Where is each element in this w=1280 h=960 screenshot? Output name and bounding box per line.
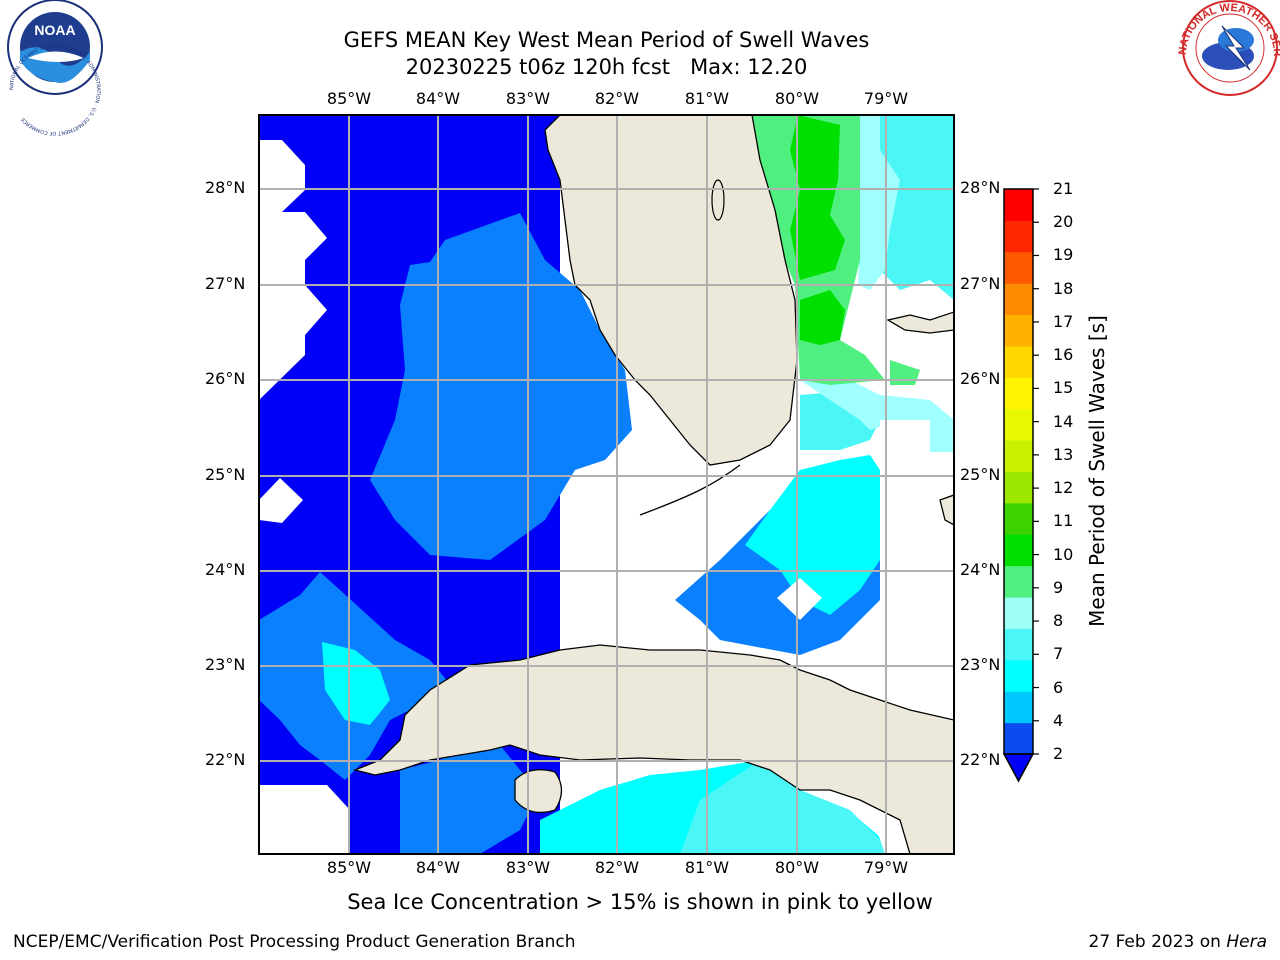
colorbar-segment	[1004, 408, 1033, 441]
footer-note: Sea Ice Concentration > 15% is shown in …	[347, 890, 933, 914]
cuba-land	[352, 644, 954, 854]
colorbar-segment	[1004, 314, 1033, 347]
lon-label-top: 79°W	[863, 89, 909, 108]
footer-credit: NCEP/EMC/Verification Post Processing Pr…	[13, 932, 576, 952]
map-frame	[258, 114, 955, 855]
colorbar-extend-arrow	[1002, 753, 1035, 783]
grid-lines	[259, 115, 954, 854]
colorbar-tick-label: 9	[1053, 577, 1064, 597]
lon-label-bottom: 81°W	[684, 858, 730, 877]
lat-label-left: 22°N	[205, 750, 246, 769]
lat-label-left: 24°N	[205, 560, 246, 579]
colorbar-tick-label: 2	[1053, 744, 1064, 763]
bahamas-land	[886, 311, 954, 334]
colorbar-tick-label: 19	[1053, 245, 1074, 265]
colorbar-segment	[1004, 628, 1033, 661]
lat-label-right: 23°N	[960, 655, 1001, 674]
no-data-patches	[259, 140, 350, 854]
lat-label-right: 22°N	[960, 750, 1001, 769]
colorbar-segment	[1004, 534, 1033, 567]
lon-label-top: 82°W	[594, 89, 640, 108]
max-value: Max: 12.20	[690, 55, 808, 79]
lat-label-left: 25°N	[205, 465, 246, 484]
colorbar-tick-label: 12	[1053, 478, 1074, 498]
noaa-logo-text: NOAA	[34, 22, 75, 38]
nws-logo: NATIONAL WEATHER SERVICE	[0, 0, 1280, 96]
lon-label-top: 85°W	[326, 89, 372, 108]
colorbar-segment	[1004, 220, 1033, 253]
colorbar-tick-label: 16	[1053, 345, 1074, 365]
map-subtitle: 20230225 t06z 120h fcst Max: 12.20	[0, 54, 1213, 80]
no-data-keys	[600, 460, 662, 550]
lat-label-left: 26°N	[205, 369, 246, 388]
colorbar-tick-label: 20	[1053, 212, 1074, 232]
lat-label-left: 27°N	[205, 274, 246, 293]
map-title: GEFS MEAN Key West Mean Period of Swell …	[343, 28, 870, 52]
colorbar-segment	[1004, 597, 1033, 629]
colorbar-segment	[1004, 471, 1033, 504]
lon-label-bottom: 82°W	[594, 858, 640, 877]
footer-date-text: 27 Feb 2023 on	[1088, 932, 1221, 952]
swell-band-11-12	[790, 115, 845, 345]
colorbar	[1002, 188, 1039, 783]
colorbar-frame	[1003, 188, 1034, 755]
lat-label-right: 25°N	[960, 465, 1001, 484]
lon-label-top: 81°W	[684, 89, 730, 108]
lon-label-bottom: 83°W	[505, 858, 551, 877]
lon-label-top: 80°W	[774, 89, 820, 108]
isle-of-youth	[514, 769, 563, 814]
lat-label-right: 27°N	[960, 274, 1001, 293]
colorbar-segment	[1004, 691, 1033, 724]
lon-label-bottom: 85°W	[326, 858, 372, 877]
lat-label-right: 24°N	[960, 560, 1001, 579]
footer-date: 27 Feb 2023 on Hera	[1089, 932, 1267, 952]
colorbar-segment	[1004, 440, 1033, 472]
svg-text:NATIONAL WEATHER SERVICE: NATIONAL WEATHER SERVICE	[0, 0, 1280, 57]
lat-label-right: 28°N	[960, 178, 1001, 197]
colorbar-label: Mean Period of Swell Waves [s]	[1085, 315, 1109, 627]
lon-label-bottom: 80°W	[774, 858, 820, 877]
colorbar-segment	[1004, 659, 1033, 692]
florida-keys	[639, 464, 741, 516]
colorbar-segment	[1004, 377, 1033, 410]
colorbar-segment	[1004, 251, 1033, 284]
colorbar-tick-label: 10	[1053, 544, 1074, 564]
colorbar-segment	[1004, 502, 1033, 535]
colorbar-tick-label: 8	[1053, 611, 1064, 631]
lat-label-left: 23°N	[205, 655, 246, 674]
footer-host: Hera	[1226, 932, 1267, 952]
colorbar-tick-label: 21	[1053, 179, 1074, 198]
lon-label-top: 83°W	[505, 89, 551, 108]
colorbar-segment	[1004, 283, 1033, 316]
colorbar-tick-label: 13	[1053, 444, 1074, 464]
colorbar-tick-label: 4	[1053, 710, 1064, 730]
colorbar-segment	[1004, 722, 1033, 755]
lon-label-top: 84°W	[415, 89, 461, 108]
colorbar-tick-label: 6	[1053, 677, 1064, 697]
colorbar-segment	[1004, 565, 1033, 598]
colorbar-tick-label: 11	[1053, 511, 1074, 531]
forecast-info: 20230225 t06z 120h fcst	[405, 55, 671, 79]
nws-ring-text: NATIONAL WEATHER SERVICE	[0, 0, 1280, 57]
lat-label-right: 26°N	[960, 369, 1001, 388]
lat-label-left: 28°N	[205, 178, 246, 197]
colorbar-tick-label: 14	[1053, 411, 1074, 431]
colorbar-tick-label: 18	[1053, 278, 1074, 298]
colorbar-tick-label: 17	[1053, 311, 1074, 331]
colorbar-tick-label: 15	[1053, 378, 1074, 398]
colorbar-segment	[1004, 189, 1033, 221]
lon-label-bottom: 79°W	[863, 858, 909, 877]
colorbar-segment	[1004, 345, 1033, 378]
colorbar-tick-label: 7	[1053, 644, 1064, 664]
lon-label-bottom: 84°W	[415, 858, 461, 877]
florida-land	[544, 115, 798, 466]
noaa-logo: NOAA NATIONAL OCEANIC AND ATMOSPHERIC AD…	[7, 0, 103, 136]
